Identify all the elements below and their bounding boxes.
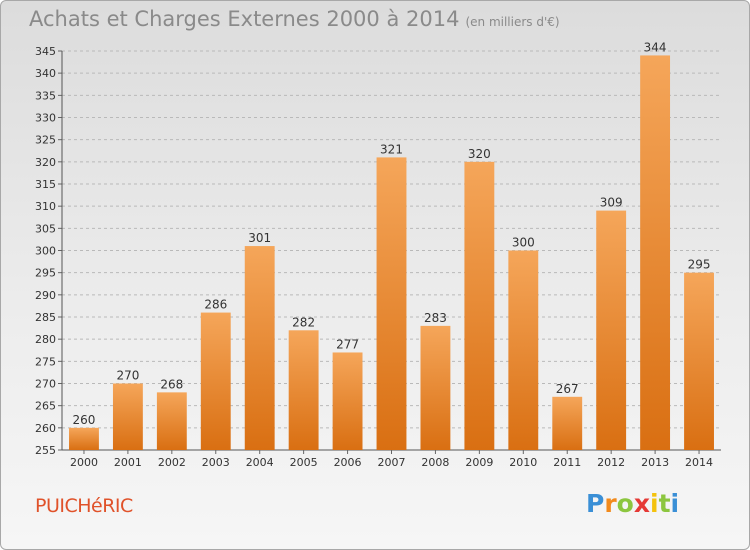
y-tick-label: 300 bbox=[35, 245, 56, 258]
bar-value-label: 344 bbox=[644, 40, 667, 54]
x-tick-label: 2003 bbox=[202, 456, 230, 469]
bar-value-label: 260 bbox=[73, 413, 96, 427]
x-tick-label: 2012 bbox=[597, 456, 625, 469]
bar-2010 bbox=[508, 250, 539, 450]
bar-2013 bbox=[640, 55, 671, 450]
bar-value-label: 295 bbox=[688, 258, 711, 272]
chart-subtitle: (en milliers d'€) bbox=[465, 15, 560, 29]
bar-value-label: 309 bbox=[600, 196, 623, 210]
chart-title: Achats et Charges Externes 2000 à 2014 bbox=[29, 7, 460, 31]
x-tick-label: 2000 bbox=[70, 456, 98, 469]
bar-value-label: 277 bbox=[336, 337, 359, 351]
x-tick-label: 2004 bbox=[246, 456, 274, 469]
logo-letter: i bbox=[650, 489, 659, 518]
x-tick-label: 2005 bbox=[290, 456, 318, 469]
y-tick-label: 345 bbox=[35, 45, 56, 58]
y-tick-label: 335 bbox=[35, 89, 56, 102]
y-tick-label: 280 bbox=[35, 333, 56, 346]
y-tick-label: 340 bbox=[35, 67, 56, 80]
bar-2001 bbox=[112, 383, 143, 450]
y-tick-label: 305 bbox=[35, 222, 56, 235]
bar-value-label: 301 bbox=[248, 231, 271, 245]
bar-2008 bbox=[420, 325, 451, 450]
x-tick-label: 2009 bbox=[465, 456, 493, 469]
logo-letter: i bbox=[670, 489, 680, 518]
logo-letter: o bbox=[616, 489, 634, 518]
logo-letter: P bbox=[586, 489, 605, 518]
y-tick-label: 255 bbox=[35, 444, 56, 457]
y-tick-label: 330 bbox=[35, 112, 56, 125]
y-tick-label: 325 bbox=[35, 134, 56, 147]
x-tick-label: 2008 bbox=[421, 456, 449, 469]
bar-2005 bbox=[288, 330, 319, 450]
x-tick-label: 2002 bbox=[158, 456, 186, 469]
bar-2000 bbox=[69, 427, 99, 450]
bar-value-label: 286 bbox=[204, 298, 227, 312]
logo-letter: t bbox=[658, 489, 671, 518]
y-tick-label: 275 bbox=[35, 355, 56, 368]
chart-title-block: Achats et Charges Externes 2000 à 2014 (e… bbox=[29, 7, 560, 31]
y-tick-label: 290 bbox=[35, 289, 56, 302]
town-name: PUICHéRIC bbox=[35, 495, 133, 517]
bar-value-label: 283 bbox=[424, 311, 447, 325]
logo-letter: x bbox=[633, 489, 650, 518]
bar-value-label: 270 bbox=[116, 369, 139, 383]
y-tick-label: 315 bbox=[35, 178, 56, 191]
x-tick-label: 2007 bbox=[378, 456, 406, 469]
y-tick-label: 260 bbox=[35, 422, 56, 435]
x-tick-label: 2010 bbox=[509, 456, 537, 469]
y-tick-label: 285 bbox=[35, 311, 56, 324]
x-tick-label: 2013 bbox=[641, 456, 669, 469]
bar-2003 bbox=[200, 312, 231, 450]
x-tick-label: 2006 bbox=[334, 456, 362, 469]
proxiti-logo: Proxiti bbox=[586, 489, 679, 518]
bar-value-label: 321 bbox=[380, 142, 403, 156]
logo-letter: r bbox=[604, 489, 617, 518]
bar-2006 bbox=[332, 352, 363, 450]
y-tick-label: 310 bbox=[35, 200, 56, 213]
bar-2004 bbox=[244, 246, 275, 450]
y-tick-label: 270 bbox=[35, 378, 56, 391]
bar-value-label: 300 bbox=[512, 236, 535, 250]
y-tick-label: 320 bbox=[35, 156, 56, 169]
y-tick-label: 265 bbox=[35, 400, 56, 413]
bar-2011 bbox=[552, 396, 583, 450]
x-tick-label: 2001 bbox=[114, 456, 142, 469]
x-tick-label: 2014 bbox=[685, 456, 713, 469]
bar-value-label: 268 bbox=[160, 377, 183, 391]
bar-value-label: 282 bbox=[292, 315, 315, 329]
bar-2002 bbox=[156, 392, 187, 450]
bar-2007 bbox=[376, 157, 407, 450]
bar-value-label: 267 bbox=[556, 382, 579, 396]
bar-2014 bbox=[684, 272, 714, 450]
x-tick-label: 2011 bbox=[553, 456, 581, 469]
y-tick-label: 295 bbox=[35, 267, 56, 280]
bar-value-label: 320 bbox=[468, 147, 491, 161]
bar-2012 bbox=[596, 210, 627, 450]
bar-2009 bbox=[464, 161, 495, 451]
